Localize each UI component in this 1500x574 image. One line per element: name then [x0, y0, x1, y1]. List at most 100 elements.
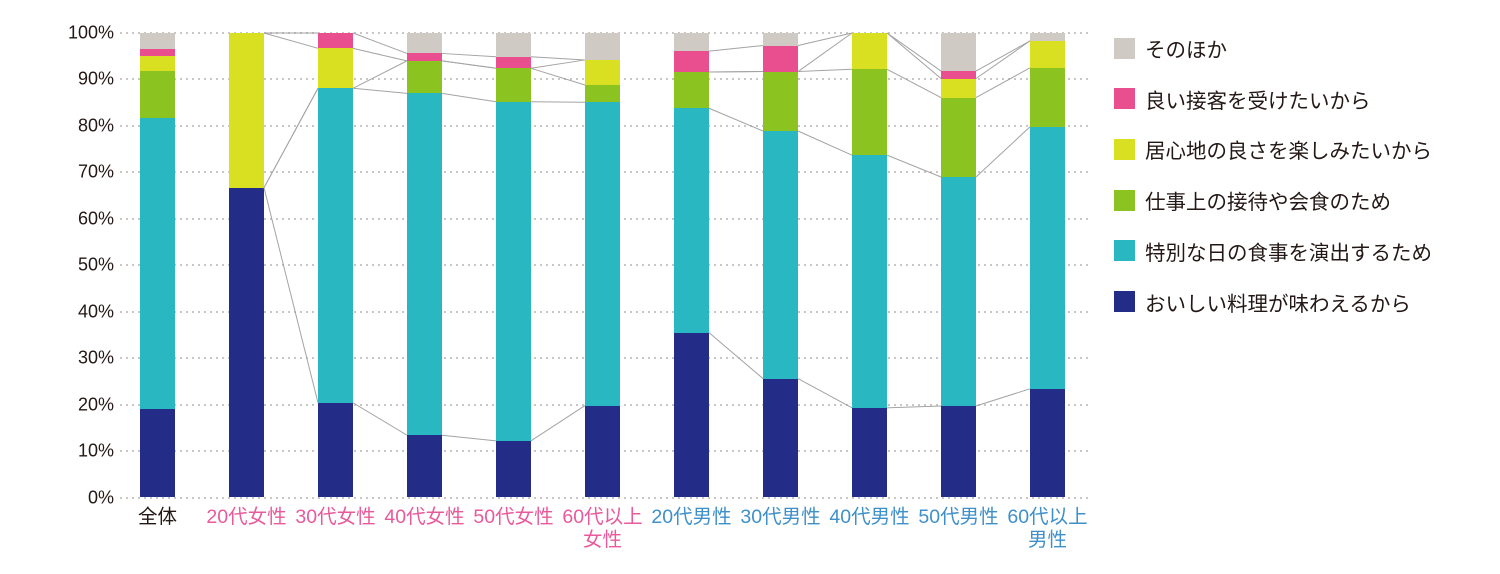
- series-line: [797, 378, 853, 409]
- series-line: [886, 154, 942, 178]
- legend-label: 良い接客を受けたいから: [1145, 89, 1371, 113]
- bar-segment: [407, 33, 442, 54]
- series-line: [263, 88, 319, 188]
- series-line: [886, 68, 942, 99]
- bar-segment: [852, 33, 887, 70]
- bar-segment: [407, 435, 442, 498]
- x-axis-label-line: 50代男性: [918, 506, 999, 528]
- x-axis-label-line: 全体: [137, 506, 177, 528]
- series-line: [797, 130, 853, 156]
- bar-segment: [674, 108, 709, 333]
- bar-segment: [941, 71, 976, 79]
- bar-segment: [496, 101, 531, 441]
- x-axis-label-line: 30代女性: [295, 506, 376, 528]
- y-tick-label: 60%: [77, 208, 114, 229]
- y-tick-label: 40%: [77, 301, 114, 322]
- y-tick-label: 0%: [87, 487, 114, 507]
- bar-segment: [1030, 67, 1065, 127]
- legend-swatch: [1114, 240, 1135, 262]
- series-line: [886, 405, 942, 409]
- x-axis-label: 50代女性: [452, 506, 576, 529]
- x-axis-label-line: 50代女性: [473, 506, 554, 528]
- bar-segment: [763, 71, 798, 131]
- series-line: [263, 187, 319, 403]
- legend-swatch: [1114, 37, 1135, 59]
- y-tick-label: 20%: [77, 394, 114, 415]
- bar-segment: [140, 408, 175, 498]
- bar-segment: [1030, 40, 1065, 68]
- series-line: [352, 87, 408, 94]
- bar-segment: [318, 402, 353, 498]
- x-axis-label: 30代男性: [719, 506, 843, 529]
- bar-segment: [229, 187, 264, 498]
- bar-segment: [496, 68, 531, 102]
- series-line: [708, 45, 764, 52]
- bar-segment: [496, 440, 531, 498]
- bar-segment: [763, 45, 798, 72]
- bar-segment: [941, 33, 976, 72]
- bar-segment: [229, 33, 264, 188]
- bar-segment: [407, 60, 442, 94]
- y-tick-label: 50%: [77, 254, 114, 275]
- x-axis-label-line: 女性: [582, 529, 622, 551]
- bar-segment: [318, 88, 353, 403]
- series-line: [441, 434, 497, 442]
- bar-segment: [1030, 33, 1065, 41]
- series-line: [352, 32, 408, 54]
- series-line: [530, 59, 586, 69]
- series-line: [441, 60, 497, 69]
- bar-segment: [140, 55, 175, 71]
- series-line: [530, 405, 586, 442]
- series-line: [530, 67, 586, 86]
- legend-swatch: [1114, 88, 1135, 110]
- x-axis-label: 全体: [96, 506, 220, 529]
- x-axis-label: 60代以上 女性: [541, 506, 665, 552]
- legend-item: 居心地の良さを楽しみたいから: [1114, 134, 1432, 164]
- bar-segment: [852, 155, 887, 408]
- bar-segment: [1030, 388, 1065, 498]
- bar-segment: [763, 131, 798, 379]
- bar-segment: [852, 407, 887, 498]
- series-line: [975, 67, 1031, 99]
- bar-segment: [941, 405, 976, 498]
- bar-segment: [585, 405, 620, 498]
- series-line: [708, 332, 764, 379]
- series-line: [708, 107, 764, 132]
- series-line: [797, 32, 853, 47]
- series-line: [797, 68, 853, 73]
- y-tick-label: 30%: [77, 347, 114, 368]
- legend-label: そのほか: [1145, 39, 1227, 62]
- legend-label: おいしい料理が味わえるから: [1145, 292, 1411, 316]
- x-axis-label-line: 20代女性: [206, 506, 287, 528]
- x-axis-label: 20代男性: [630, 506, 754, 529]
- x-axis-label: 50代男性: [897, 506, 1021, 529]
- bar-segment: [140, 33, 175, 50]
- series-line: [975, 40, 1031, 72]
- bar-segment: [585, 59, 620, 86]
- legend-item: おいしい料理が味わえるから: [1114, 287, 1411, 317]
- bar-segment: [674, 72, 709, 109]
- bar-segment: [318, 33, 353, 49]
- bar-segment: [140, 70, 175, 119]
- legend-label: 特別な日の食事を演出するため: [1145, 241, 1432, 265]
- bar-segment: [674, 332, 709, 498]
- x-axis-label: 30代女性: [274, 506, 398, 529]
- x-axis-label: 60代以上 男性: [986, 506, 1110, 552]
- legend-swatch: [1114, 138, 1135, 160]
- series-line: [441, 92, 497, 103]
- bar-segment: [941, 78, 976, 98]
- legend-swatch: [1114, 291, 1135, 312]
- series-line: [441, 52, 497, 58]
- bar-segment: [852, 69, 887, 156]
- bar-segment: [763, 378, 798, 498]
- y-tick-label: 90%: [77, 68, 114, 89]
- series-line: [530, 56, 586, 61]
- legend-item: 仕事上の接待や会食のため: [1114, 185, 1391, 215]
- series-line: [352, 60, 408, 89]
- series-line: [886, 32, 942, 79]
- series-line: [797, 32, 853, 72]
- x-axis-label-line: 40代女性: [384, 506, 465, 528]
- series-line: [975, 40, 1031, 79]
